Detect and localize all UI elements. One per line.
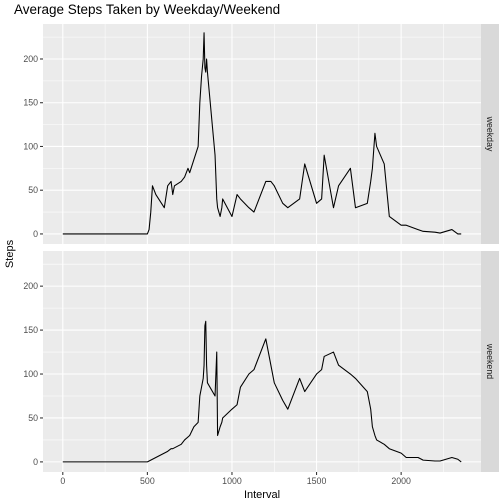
chart-title: Average Steps Taken by Weekday/Weekend [14, 2, 280, 17]
x-tick-label: 1500 [307, 476, 327, 486]
x-axis-title: Interval [244, 489, 280, 501]
y-tick-label: 0 [33, 229, 38, 239]
y-tick-label: 150 [23, 325, 38, 335]
y-axis-title: Steps [4, 239, 16, 268]
x-tick-label: 2000 [391, 476, 411, 486]
facet-strip-weekday [481, 24, 499, 244]
panel-background [43, 24, 481, 244]
x-tick-label: 1000 [222, 476, 242, 486]
facet-strip-weekend [481, 251, 499, 472]
x-tick-label: 500 [140, 476, 155, 486]
y-tick-label: 100 [23, 141, 38, 151]
x-tick-label: 0 [60, 476, 65, 486]
y-tick-label: 200 [23, 281, 38, 291]
series-line-weekend [62, 320, 462, 463]
panel-weekend: 0 50 100 150 200 weekend [23, 251, 499, 472]
panels-layer: 0 50 100 150 200 weekday 0 50 100 150 200 weekend 0 5… [23, 24, 499, 486]
y-tick-label: 0 [33, 457, 38, 467]
panel-background [43, 251, 481, 472]
x-axis: 0 500 1000 1500 2000 [60, 472, 411, 486]
y-tick-label: 100 [23, 369, 38, 379]
y-tick-label: 50 [28, 413, 38, 423]
facet-strip-label: weekday [485, 116, 495, 152]
y-tick-label: 150 [23, 98, 38, 108]
facet-strip-label: weekend [485, 343, 495, 379]
series-line-weekday [62, 32, 462, 235]
panel-weekday: 0 50 100 150 200 weekday [23, 24, 499, 244]
y-tick-label: 200 [23, 54, 38, 64]
y-tick-label: 50 [28, 185, 38, 195]
